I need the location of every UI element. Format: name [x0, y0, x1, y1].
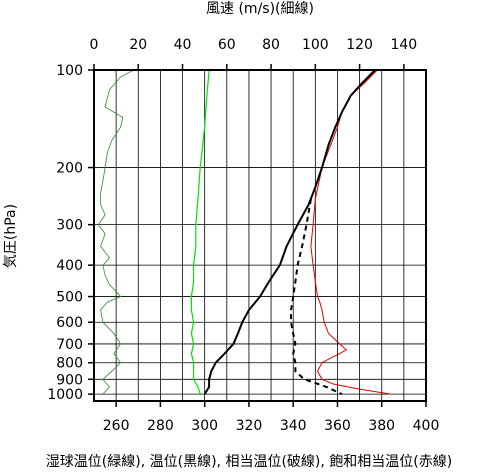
top-tick-label: 40 [174, 37, 192, 53]
top-tick-label: 80 [262, 37, 280, 53]
bottom-tick-label: 260 [103, 418, 130, 434]
left-tick-label: 900 [56, 372, 83, 388]
left-tick-label: 1000 [47, 387, 83, 403]
bottom-tick-label: 280 [147, 418, 174, 434]
wind-speed-line [190, 69, 210, 395]
left-tick-label: 800 [56, 356, 83, 372]
plot-frame [93, 69, 427, 402]
bottom-tick-label: 320 [236, 418, 263, 434]
wet-bulb-theta-line [97, 69, 134, 395]
potential-theta-line [203, 69, 376, 395]
bottom-tick-label: 340 [280, 418, 307, 434]
y-axis-title: 気圧(hPa) [3, 204, 19, 268]
top-axis-title: 風速 (m/s)(細線) [206, 1, 314, 17]
left-tick-label: 300 [56, 218, 83, 234]
saturated-theta-line [310, 69, 391, 395]
series-layer [97, 69, 391, 396]
bottom-axis-title: 湿球温位(緑線), 温位(黒線), 相当温位(破線), 飽和相当温位(赤線) [46, 453, 452, 470]
left-tick-label: 500 [56, 290, 83, 306]
left-tick-label: 600 [56, 315, 83, 331]
bottom-tick-label: 380 [368, 418, 395, 434]
grid-lines [94, 69, 426, 401]
left-tick-label: 700 [56, 337, 83, 353]
bottom-tick-label: 360 [324, 418, 351, 434]
bottom-tick-label: 300 [191, 418, 218, 434]
top-tick-label: 60 [218, 37, 236, 53]
bottom-tick-label: 400 [413, 418, 440, 434]
left-tick-label: 400 [56, 258, 83, 274]
left-tick-label: 100 [56, 63, 83, 79]
top-tick-label: 100 [302, 37, 329, 53]
left-tick-label: 200 [56, 161, 83, 177]
top-tick-label: 120 [346, 37, 373, 53]
top-tick-label: 140 [390, 37, 417, 53]
top-tick-label: 20 [129, 37, 147, 53]
equivalent-theta-line [290, 198, 343, 396]
axis-ticks: 260 280 300 320 340 360 380 400 0 20 40 60 80 100 120 1… [47, 37, 439, 434]
top-tick-label: 0 [90, 37, 99, 53]
